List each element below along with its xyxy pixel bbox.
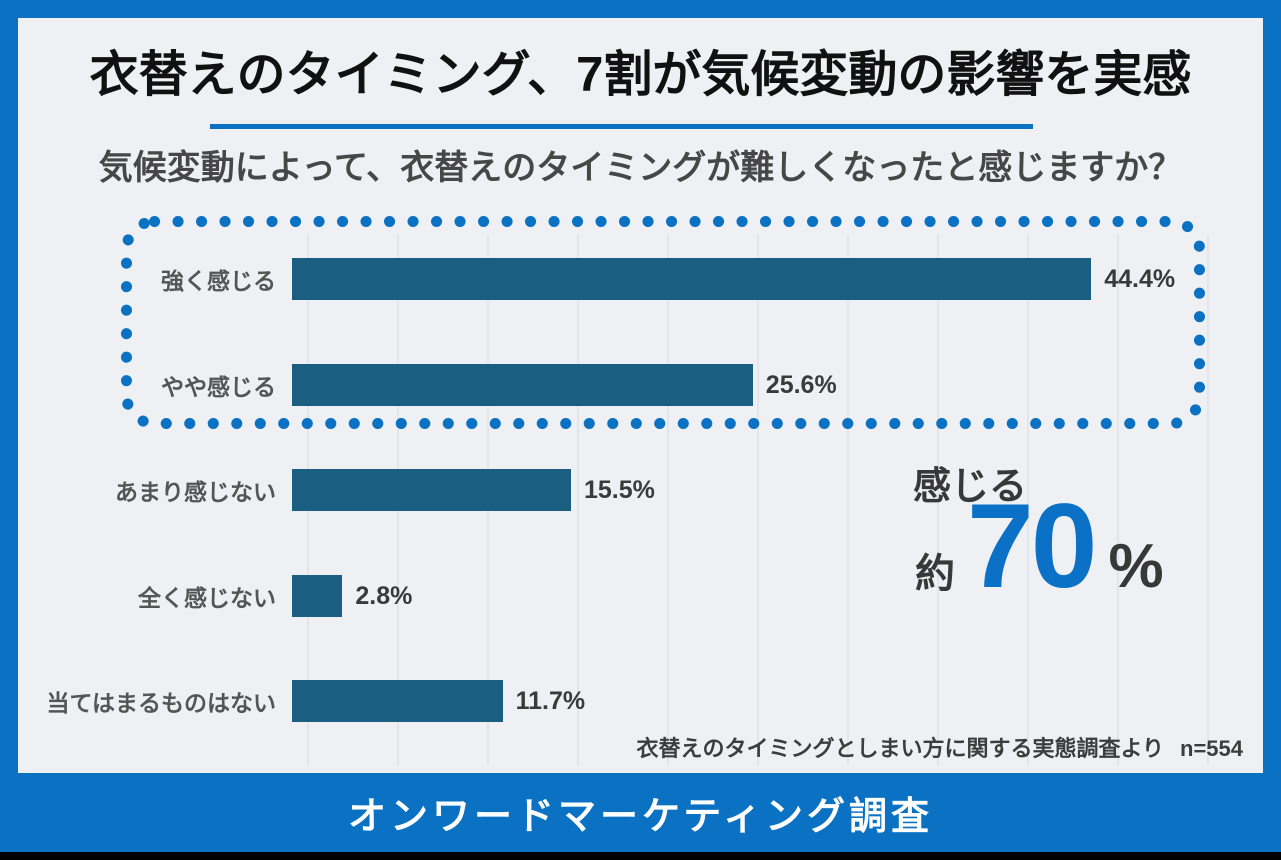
gridline — [757, 235, 759, 765]
bar — [292, 364, 753, 406]
highlight-label: 感じる — [913, 466, 1028, 508]
highlight-value-group: 約 70 % — [915, 486, 1164, 606]
source-text: 衣替えのタイミングとしまい方に関する実態調査より — [636, 736, 1164, 761]
bottom-black-strip — [0, 852, 1281, 860]
bar — [292, 469, 571, 511]
highlight-number: 70 — [967, 479, 1097, 613]
bar-row: 当てはまるものはない 11.7% — [18, 680, 1263, 722]
page-title: 衣替えのタイミング、7割が気候変動の影響を実感 — [89, 48, 1192, 102]
category-label: あまり感じない — [115, 479, 276, 505]
category-label: 強く感じる — [161, 268, 276, 294]
footer-band: オンワードマーケティング調査 — [0, 773, 1281, 852]
value-label: 2.8% — [355, 581, 413, 610]
bar — [292, 680, 503, 722]
gridline — [1207, 235, 1209, 765]
sample-size: n=554 — [1180, 736, 1243, 761]
bar — [292, 258, 1092, 300]
value-label: 15.5% — [584, 475, 655, 504]
gridline — [937, 235, 939, 765]
gridline — [667, 235, 669, 765]
bar-chart: 強く感じる 44.4% やや感じる 25.6% あまり感じない 15.5% 全く感じない 2.… — [18, 18, 1263, 773]
gridline — [1117, 235, 1119, 765]
bar-row: やや感じる 25.6% — [18, 364, 1263, 406]
highlight-prefix: 約 — [915, 552, 955, 596]
bar — [292, 575, 343, 617]
gridline — [847, 235, 849, 765]
gridline — [1027, 235, 1029, 765]
value-label: 11.7% — [515, 686, 586, 715]
bar-row: 強く感じる 44.4% — [18, 258, 1263, 300]
value-label: 25.6% — [765, 370, 837, 399]
category-label: 全く感じない — [138, 585, 276, 611]
title-underline — [210, 124, 1033, 129]
highlight-unit: % — [1108, 532, 1164, 601]
content-panel: 衣替えのタイミング、7割が気候変動の影響を実感 気候変動によって、衣替えのタイミ… — [18, 18, 1263, 773]
category-label: 当てはまるものはない — [46, 690, 276, 716]
source-note: 衣替えのタイミングとしまい方に関する実態調査より n=554 — [636, 731, 1243, 763]
value-label: 44.4% — [1104, 264, 1176, 293]
bar-row: あまり感じない 15.5% — [18, 469, 1263, 511]
bar-row: 全く感じない 2.8% — [18, 575, 1263, 617]
survey-question: 気候変動によって、衣替えのタイミングが難しくなったと感じますか？ — [98, 149, 1183, 187]
footer-title: オンワードマーケティング調査 — [348, 796, 933, 838]
category-label: やや感じる — [161, 374, 276, 400]
gridline — [577, 235, 579, 765]
